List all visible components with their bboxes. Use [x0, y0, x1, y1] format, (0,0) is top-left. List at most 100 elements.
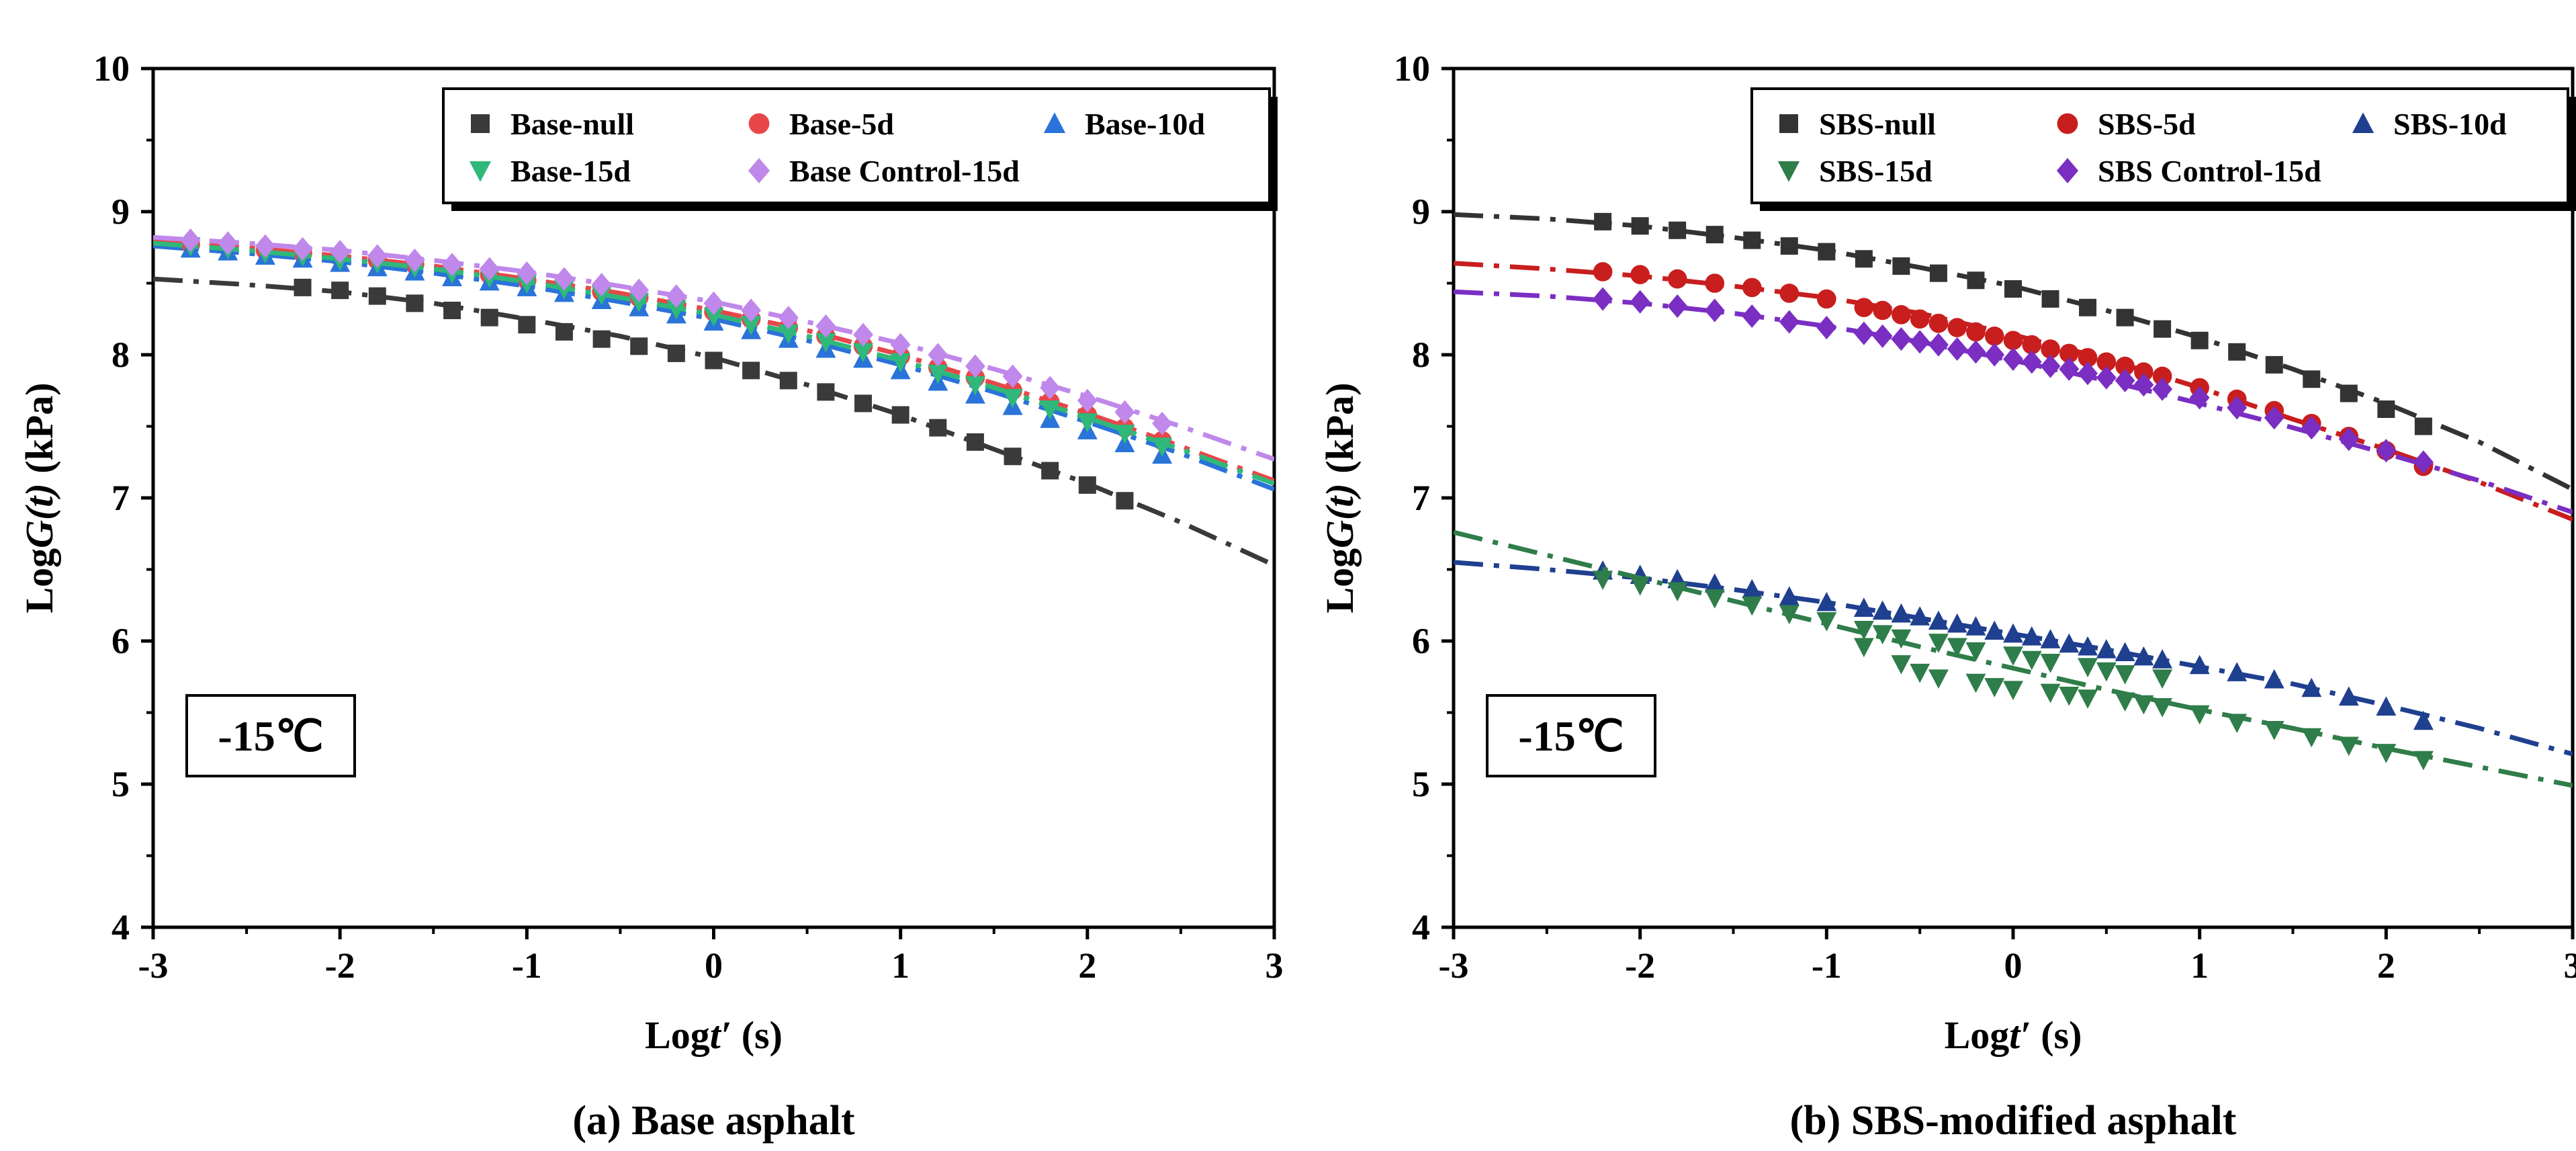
y-axis-title-var: G(t) — [1318, 483, 1362, 548]
y-tick-label: 6 — [1412, 621, 1430, 661]
data-point — [2338, 427, 2359, 452]
data-point — [1040, 400, 1061, 420]
data-point — [1667, 294, 1688, 318]
legend-label: SBS-5d — [2098, 107, 2196, 141]
data-point — [1040, 376, 1061, 400]
data-point — [1891, 629, 1912, 649]
data-point — [2264, 721, 2284, 740]
data-point — [815, 314, 836, 338]
x-axis-title-var: t′ — [710, 1013, 731, 1057]
data-point — [742, 361, 760, 380]
data-point — [1965, 340, 1986, 364]
data-point — [2301, 677, 2322, 697]
legend-marker — [1779, 114, 1798, 133]
data-point — [255, 234, 275, 258]
data-point — [1742, 596, 1763, 616]
data-point — [2301, 728, 2322, 748]
x-tick-label: -1 — [512, 945, 542, 986]
y-axis-title: LogG(t) (kPa) — [1318, 382, 1362, 613]
x-tick-label: 1 — [891, 945, 909, 986]
y-axis-title-prefix: Log — [17, 548, 61, 613]
data-point — [591, 273, 612, 297]
data-point — [667, 344, 685, 362]
plot-area — [1454, 212, 2573, 788]
data-point — [2152, 649, 2173, 669]
data-point — [1041, 462, 1059, 480]
y-tick-label: 7 — [112, 478, 130, 518]
data-point — [1947, 613, 1967, 633]
data-point — [1891, 603, 1912, 623]
data-point — [817, 383, 835, 401]
data-point — [1742, 304, 1763, 329]
data-point — [1928, 610, 1949, 630]
data-point — [480, 308, 498, 327]
y-tick-label: 9 — [1412, 191, 1430, 232]
data-point — [2152, 366, 2172, 386]
data-point — [330, 240, 351, 264]
data-point — [1967, 271, 1985, 290]
x-axis-title-var: t′ — [2009, 1013, 2031, 1057]
data-point — [1853, 638, 1874, 658]
data-point — [2003, 347, 2023, 371]
data-point — [1891, 327, 1912, 351]
data-point — [2413, 710, 2434, 730]
data-point — [2376, 744, 2397, 763]
legend-label: SBS Control-15d — [2098, 154, 2321, 188]
data-point — [2189, 654, 2210, 675]
legend-label: SBS-null — [1819, 107, 1936, 141]
legend-marker — [2057, 113, 2078, 134]
data-point — [1114, 425, 1135, 444]
data-point — [2021, 650, 2042, 671]
data-point — [479, 257, 500, 281]
data-point — [703, 291, 724, 315]
data-point — [2115, 642, 2135, 662]
y-tick-label: 5 — [112, 764, 130, 804]
temperature-label: -15℃ — [1518, 712, 1624, 760]
data-point — [1910, 309, 1930, 329]
data-point — [517, 261, 537, 286]
data-point — [1704, 589, 1725, 609]
x-tick-label: 0 — [705, 945, 723, 986]
data-point — [2189, 705, 2210, 725]
data-point — [1002, 364, 1023, 388]
data-point — [1705, 226, 1724, 244]
plot-area — [153, 228, 1274, 568]
data-point — [2059, 686, 2080, 706]
data-point — [1667, 269, 1687, 289]
data-point — [928, 364, 948, 384]
data-point — [1891, 655, 1912, 675]
data-point — [703, 307, 724, 327]
data-point — [929, 419, 947, 437]
data-point — [218, 231, 238, 255]
data-point — [1873, 300, 1892, 321]
data-point — [2116, 308, 2134, 327]
data-point — [2078, 347, 2098, 368]
data-point — [1631, 217, 1649, 235]
data-point — [854, 394, 873, 413]
data-point — [2041, 290, 2059, 308]
data-point — [1630, 265, 1650, 285]
data-point — [1630, 576, 1650, 596]
data-point — [1593, 287, 1613, 311]
data-point — [1114, 400, 1135, 424]
panel-caption: (b) SBS-modified asphalt — [1790, 1098, 2237, 1144]
y-axis-title-unit: (kPa) — [1318, 382, 1362, 483]
data-point — [853, 323, 873, 347]
legend-marker — [748, 113, 770, 134]
data-point — [2096, 352, 2117, 372]
data-point — [1152, 437, 1173, 457]
y-tick-label: 9 — [112, 191, 130, 232]
data-point — [1853, 321, 1874, 345]
legend-label: SBS-15d — [1819, 154, 1933, 188]
data-point — [1947, 638, 1967, 658]
data-point — [1779, 586, 1800, 605]
data-point — [1630, 290, 1650, 314]
x-tick-label: -2 — [1625, 945, 1655, 986]
data-point — [1872, 625, 1893, 644]
series-base-control-15d — [153, 228, 1274, 462]
data-point — [2303, 370, 2321, 388]
y-axis-title: LogG(t) (kPa) — [17, 382, 61, 613]
data-point — [966, 433, 984, 451]
data-point — [2413, 751, 2434, 771]
data-point — [2059, 343, 2079, 364]
